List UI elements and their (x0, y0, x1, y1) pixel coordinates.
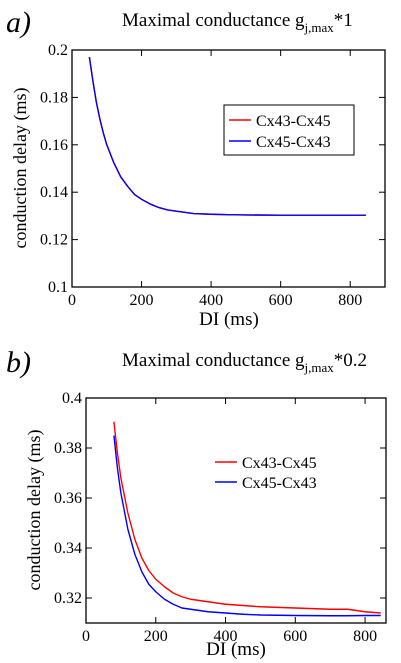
panel-b-title: Maximal conductance gj,max*0.2 (122, 350, 367, 375)
x-axis-label-a: DI (ms) (199, 309, 259, 330)
y-tick-label-b-4: 0.4 (62, 390, 82, 407)
y-tick-label-a-3: 0.16 (40, 137, 68, 154)
legend-b: Cx43-Cx45 Cx45-Cx43 (210, 452, 337, 496)
plot-frame-b (85, 397, 387, 624)
legend-label-cx45-cx43-a: Cx45-Cx43 (256, 134, 331, 151)
panel-a: a) Maximal conductance gj,max*1 0 200 400 6… (6, 6, 386, 330)
x-tick-label-a-800: 800 (338, 292, 362, 309)
x-tick-label-b-0: 0 (82, 628, 90, 645)
x-tick-label-b-400: 400 (214, 628, 238, 645)
y-axis-label-b: conduction delay (ms) (24, 430, 45, 591)
legend-box-b (210, 452, 337, 496)
legend-label-cx43-cx45-a: Cx43-Cx45 (256, 113, 331, 130)
y-tick-label-a-0: 0.1 (48, 279, 68, 296)
y-tick-label-b-1: 0.34 (54, 540, 82, 557)
series-line-cx45-cx43-a (88, 57, 366, 216)
panel-b-label: b) (6, 346, 31, 379)
legend-label-cx43-cx45-b: Cx43-Cx45 (242, 455, 317, 472)
x-tick-label-a-0: 0 (68, 292, 76, 309)
x-tick-label-a-400: 400 (199, 292, 223, 309)
legend-label-cx45-cx43-b: Cx45-Cx43 (242, 475, 317, 492)
series-line-cx45-cx43-b (113, 435, 381, 617)
y-tick-label-b-0: 0.32 (54, 590, 82, 607)
legend-a: Cx43-Cx45 Cx45-Cx43 (223, 104, 355, 156)
y-tick-label-a-4: 0.18 (40, 89, 68, 106)
y-tick-label-b-2: 0.36 (54, 490, 82, 507)
panel-b: b) Maximal conductance gj,max*0.2 0 200 40… (6, 346, 387, 660)
legend-box-a (223, 104, 355, 156)
y-tick-label-b-3: 0.38 (54, 440, 82, 457)
plot-area-a: 0 200 400 600 800 0.1 0.12 0.14 0.16 0.18 0.2 (40, 42, 385, 309)
panel-a-title: Maximal conductance gj,max*1 (122, 10, 353, 35)
y-tick-label-a-1: 0.12 (40, 232, 68, 249)
y-tick-label-a-5: 0.2 (48, 42, 68, 59)
x-tick-label-b-200: 200 (144, 628, 168, 645)
x-tick-label-a-600: 600 (269, 292, 293, 309)
plot-frame-a (71, 49, 386, 288)
plot-area-b: 0 200 400 600 800 0.32 0.34 0.36 0.38 0.4 (54, 390, 386, 645)
x-axis-label-b: DI (ms) (206, 639, 266, 660)
series-line-cx43-cx45-b (113, 421, 381, 614)
x-tick-label-a-200: 200 (130, 292, 154, 309)
x-tick-label-b-800: 800 (353, 628, 377, 645)
x-tick-label-b-600: 600 (283, 628, 307, 645)
panel-a-label: a) (6, 6, 31, 39)
y-tick-label-a-2: 0.14 (40, 184, 68, 201)
y-axis-label-a: conduction delay (ms) (10, 88, 31, 249)
